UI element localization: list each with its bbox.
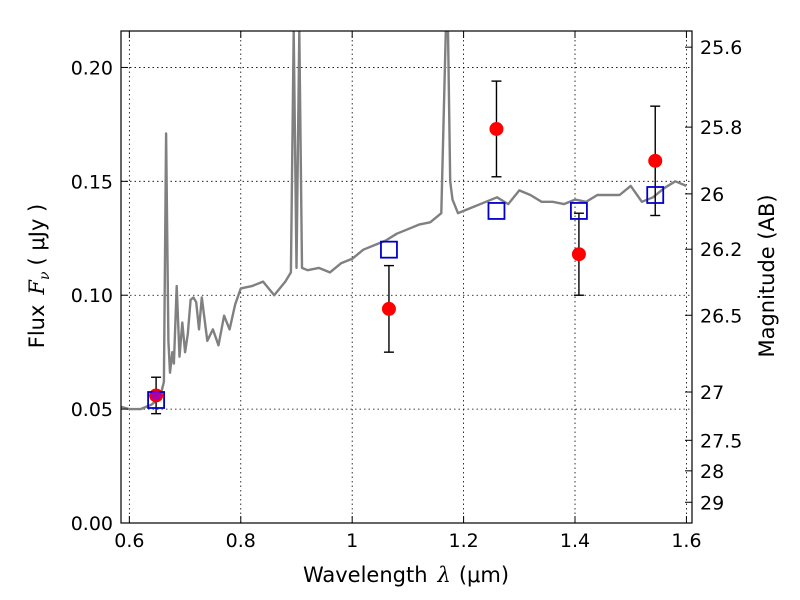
x-tick-label: 1 bbox=[346, 530, 358, 552]
y2-tick-label: 25.6 bbox=[700, 37, 742, 59]
y2-tick-label: 27.5 bbox=[700, 430, 742, 452]
x-tick-label: 0.6 bbox=[114, 530, 144, 552]
x-tick-label: 0.8 bbox=[226, 530, 256, 552]
model-square bbox=[487, 202, 506, 220]
model-spectrum bbox=[121, 31, 687, 411]
x-axis-label: Wavelength λ (μm) bbox=[303, 563, 509, 587]
model-synthetic-photometry bbox=[147, 186, 665, 409]
x-tick-label: 1.4 bbox=[560, 530, 590, 552]
photometry-point bbox=[489, 121, 504, 136]
photometry-point bbox=[571, 247, 586, 262]
y2-axis-ticks: 25.6 25.8 26 26.2 26.5 27 27.5 28 29 bbox=[685, 37, 742, 514]
y-tick-label: 0.10 bbox=[71, 285, 113, 307]
y-tick-label: 0.05 bbox=[71, 399, 113, 421]
photometry-point bbox=[381, 301, 396, 316]
y2-tick-label: 27 bbox=[700, 382, 724, 404]
y-tick-label: 0.15 bbox=[71, 171, 113, 193]
photometry-point bbox=[648, 153, 663, 168]
model-spectrum-line bbox=[121, 31, 687, 411]
y-tick-label: 0.20 bbox=[71, 57, 113, 79]
y2-tick-label: 28 bbox=[700, 461, 724, 483]
y-axis-label: FluxFν( μJy ) bbox=[25, 204, 53, 348]
y2-tick-label: 26.2 bbox=[700, 239, 742, 261]
y2-axis-label: Magnitude (AB) bbox=[755, 194, 779, 357]
overlap-point bbox=[151, 390, 162, 401]
x-tick-label: 1.2 bbox=[448, 530, 478, 552]
model-square bbox=[570, 202, 588, 220]
y2-tick-label: 29 bbox=[700, 492, 724, 514]
y2-tick-label: 26.5 bbox=[700, 305, 742, 327]
x-tick-label: 1.6 bbox=[671, 530, 701, 552]
y-tick-label: 0.00 bbox=[71, 513, 113, 535]
grid-lines bbox=[121, 31, 692, 524]
plot-frame bbox=[120, 30, 693, 524]
model-square bbox=[380, 240, 398, 259]
x-axis-ticks: 0.6 0.8 1 1.2 1.4 1.6 bbox=[114, 31, 702, 552]
y-axis-ticks: 0.00 0.05 0.10 0.15 0.20 bbox=[71, 57, 128, 535]
y2-tick-label: 25.8 bbox=[700, 117, 742, 139]
model-square bbox=[646, 186, 665, 204]
y2-tick-label: 26 bbox=[700, 184, 724, 206]
photometry-points bbox=[149, 80, 663, 415]
